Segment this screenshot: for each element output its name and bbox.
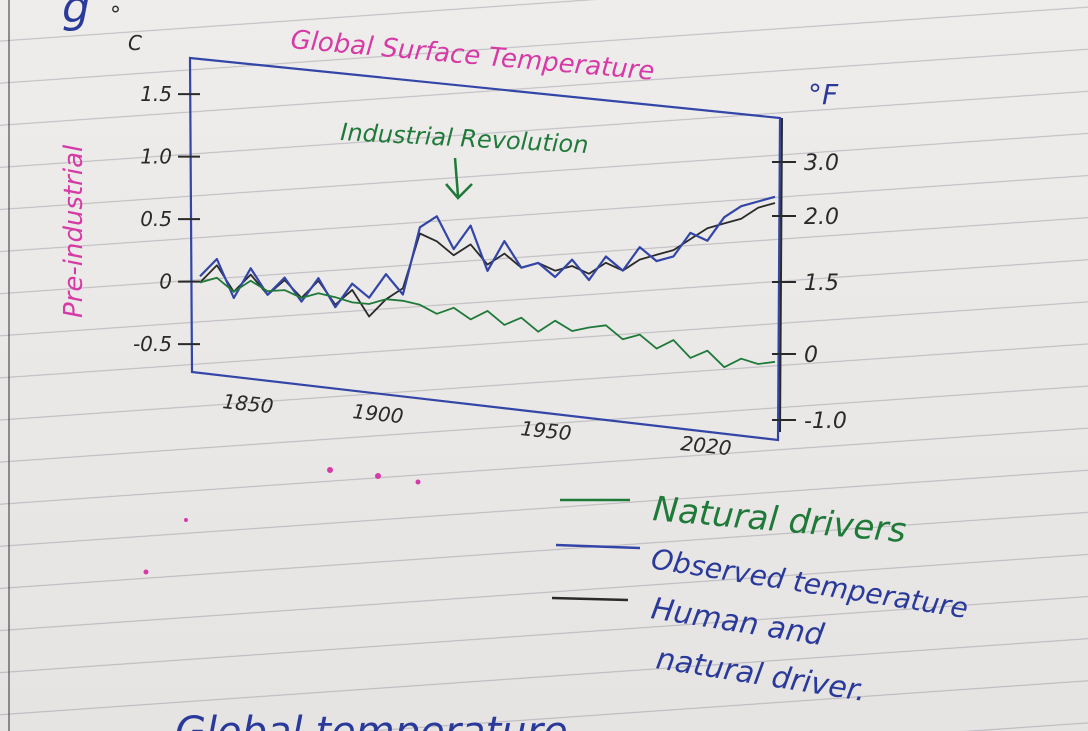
- degree-symbol: °: [110, 3, 121, 28]
- legend-line-observed: [555, 543, 641, 550]
- right-ticks: 3.0 2.0 1.5 0 -1.0: [772, 151, 847, 434]
- x-tick-label: 1850: [221, 389, 274, 418]
- human-natural-drivers-line: [199, 202, 776, 318]
- x-tick-label: 1900: [351, 399, 404, 428]
- right-tick-label: 2.0: [804, 205, 839, 230]
- left-tick-label: -0.5: [133, 332, 172, 356]
- unit-f-label: °F: [808, 78, 839, 111]
- left-tick-label: 0: [159, 270, 172, 294]
- pink-dots: [143, 467, 421, 575]
- left-tick-label: 1.5: [140, 82, 172, 106]
- chart-title: Global Surface Temperature: [289, 25, 655, 87]
- annotation-arrow: [445, 157, 473, 200]
- left-tick-label: 1.0: [140, 145, 172, 169]
- right-axis: [779, 117, 783, 433]
- legend: Natural drivers Observed temperature Hum…: [551, 489, 970, 709]
- unit-c-label: C: [128, 31, 142, 55]
- footer-text: Global temperature: [175, 709, 568, 731]
- annotation-label: Industrial Revolution: [340, 118, 590, 159]
- legend-label-human-line2: natural driver.: [654, 641, 869, 709]
- right-tick-label: 1.5: [804, 271, 839, 296]
- series-group: [199, 195, 776, 369]
- right-tick-label: 3.0: [804, 151, 839, 176]
- x-tick-label: 1950: [519, 416, 572, 445]
- right-tick-label: -1.0: [804, 409, 847, 434]
- natural-drivers-line: [199, 276, 776, 369]
- y-axis-label: Pre-industrial: [59, 144, 89, 318]
- chart-frame: [188, 56, 782, 442]
- x-ticks: 1850 1900 1950 2020: [221, 389, 732, 460]
- right-tick-label: 0: [804, 343, 818, 368]
- observed-temperature-line: [199, 195, 776, 309]
- left-tick-label: 0.5: [140, 207, 172, 231]
- legend-line-human: [551, 596, 629, 602]
- margin-line: [8, 0, 10, 731]
- x-tick-label: 2020: [679, 431, 732, 460]
- legend-label-natural: Natural drivers: [651, 489, 907, 551]
- left-ticks: 1.5 1.0 0.5 0 -0.5: [133, 82, 200, 356]
- heading-fragment: g: [62, 0, 90, 33]
